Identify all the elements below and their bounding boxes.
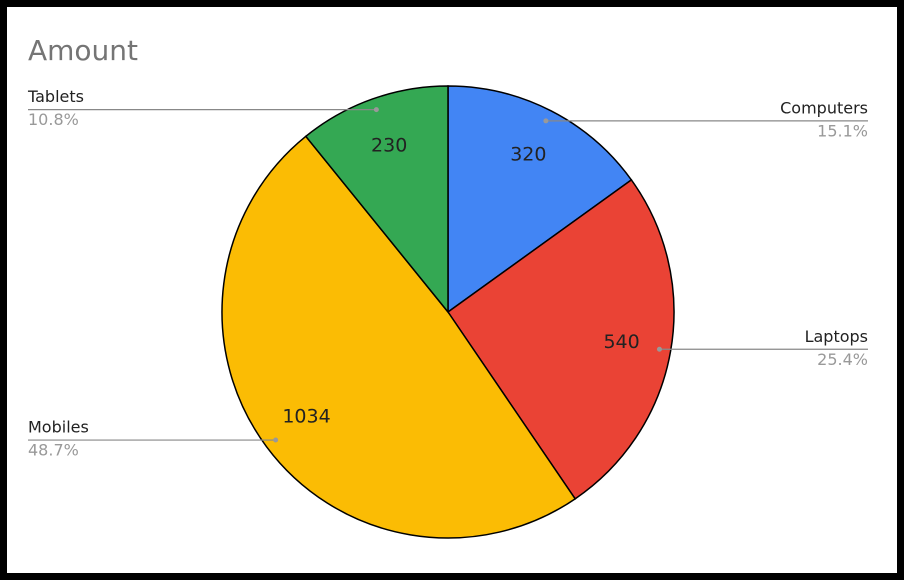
leader-dot (656, 346, 662, 352)
value-label: 1034 (282, 406, 330, 428)
chart-title: Amount (28, 34, 138, 67)
leader-dot (273, 437, 279, 443)
percent-label: 48.7% (28, 441, 79, 460)
pie-slice (304, 85, 449, 315)
value-label: 320 (510, 144, 546, 166)
pie-slice (221, 135, 577, 539)
legend-label: Tablets (27, 87, 84, 106)
legend-label: Laptops (805, 327, 868, 346)
legend-label: Mobiles (28, 418, 89, 437)
percent-label: 10.8% (28, 110, 79, 129)
legend-label: Computers (780, 98, 868, 117)
value-label: 540 (603, 331, 639, 353)
percent-label: 15.1% (817, 121, 868, 140)
value-label: 230 (371, 134, 407, 156)
leader-dot (543, 118, 549, 124)
pie-slice (446, 178, 675, 500)
leader-dot (373, 107, 379, 113)
percent-label: 25.4% (817, 350, 868, 369)
pie-slice (447, 85, 633, 314)
